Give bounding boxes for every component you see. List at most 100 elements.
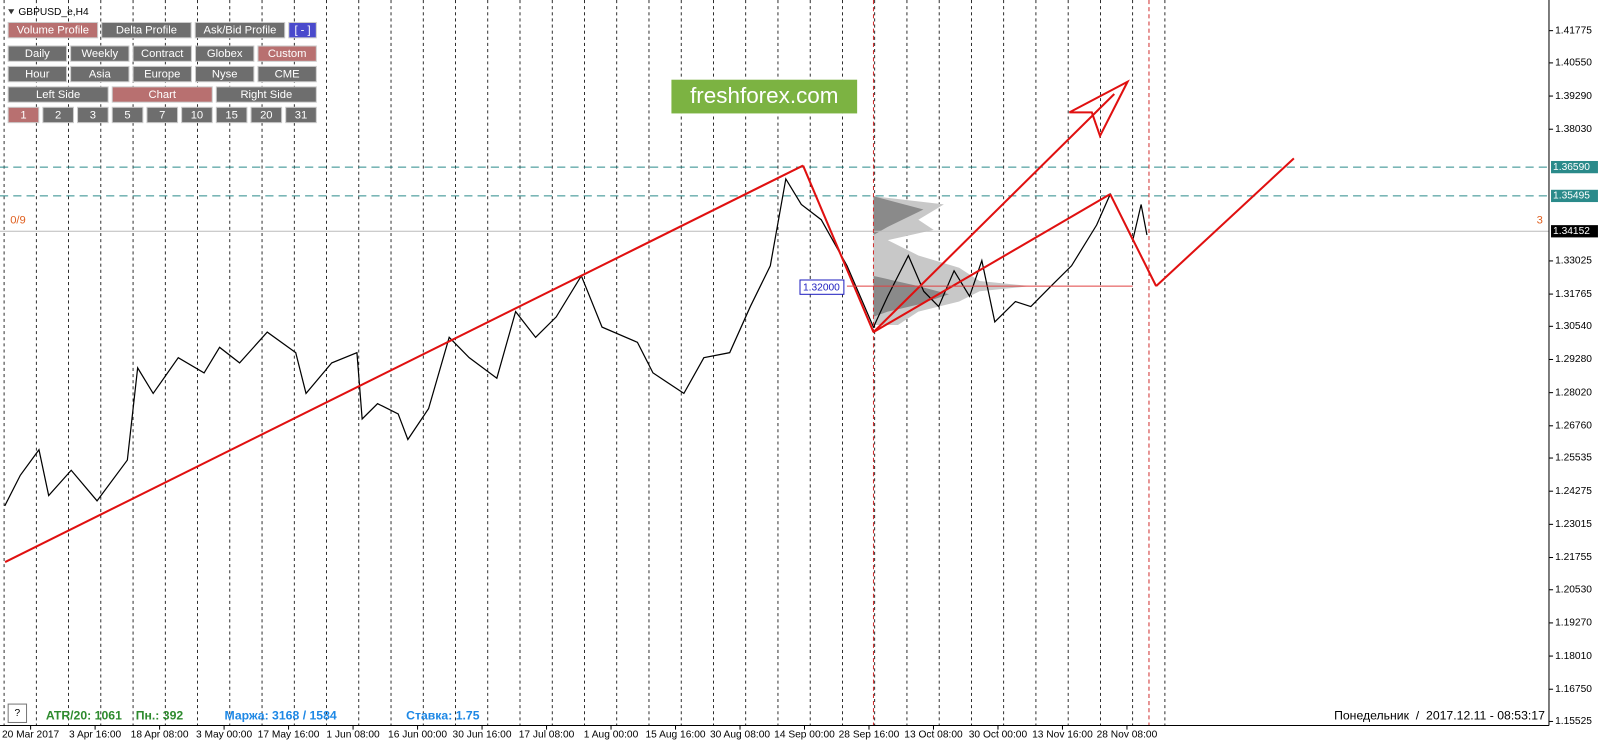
toolbar-button[interactable]: Contract <box>132 45 192 62</box>
plot <box>0 166 1549 507</box>
x-tick-label: 17 May 16:00 <box>258 729 320 740</box>
button-face[interactable] <box>181 106 213 124</box>
price-level-label: 1.36590 <box>1553 162 1590 173</box>
button-face[interactable] <box>77 106 109 124</box>
button-label[interactable]: Left Side <box>36 89 80 101</box>
button-face[interactable] <box>111 86 213 103</box>
button-face[interactable] <box>194 21 286 39</box>
x-tick-label: 30 Oct 00:00 <box>969 729 1028 740</box>
button-face[interactable] <box>288 21 317 39</box>
toolbar-button[interactable]: Nyse <box>195 65 255 83</box>
button-face[interactable] <box>195 45 255 62</box>
button-face[interactable] <box>195 65 255 83</box>
toolbar-button[interactable]: Ask/Bid Profile <box>194 21 286 39</box>
swap-rate: Ставка: 1.75 <box>406 709 480 723</box>
button-label[interactable]: 20 <box>260 109 272 121</box>
button-face[interactable] <box>215 86 317 103</box>
arrow-head <box>1068 79 1130 139</box>
x-tick-label: 30 Aug 08:00 <box>710 729 770 740</box>
help-button[interactable] <box>7 703 28 723</box>
button-label[interactable]: Ask/Bid Profile <box>204 25 277 37</box>
trend-line <box>4 164 804 563</box>
help-label[interactable]: ? <box>15 708 21 719</box>
button-label[interactable]: Custom <box>268 48 307 60</box>
button-label[interactable]: Nyse <box>212 69 238 81</box>
button-label[interactable]: Daily <box>25 48 50 60</box>
price-level-label: 1.34152 <box>1553 226 1590 237</box>
button-label[interactable]: Hour <box>25 69 50 81</box>
x-tick-label: 13 Oct 08:00 <box>904 729 963 740</box>
button-label[interactable]: 15 <box>225 109 237 121</box>
toolbar-button[interactable]: Chart <box>111 86 213 103</box>
button-face[interactable] <box>101 21 192 39</box>
x-tick-label: 28 Sep 16:00 <box>839 729 900 740</box>
toolbar-button[interactable]: 15 <box>215 106 248 124</box>
toolbar-button[interactable]: Daily <box>7 45 68 62</box>
button-face[interactable] <box>7 21 99 39</box>
toolbar-button[interactable]: 1 <box>7 106 40 124</box>
toolbar-button[interactable]: Globex <box>195 45 255 62</box>
counter-left: 0/9 <box>10 215 26 227</box>
button-label[interactable]: Contract <box>141 48 184 60</box>
button-face[interactable] <box>285 106 317 124</box>
button-label[interactable]: 3 <box>90 109 96 121</box>
button-face[interactable] <box>111 106 144 124</box>
toolbar-button[interactable]: Asia <box>70 65 130 83</box>
trend-line <box>802 165 875 333</box>
button-label[interactable]: [ - ] <box>294 25 310 37</box>
toolbar-button[interactable]: Volume Profile <box>7 21 99 39</box>
button-label[interactable]: Globex <box>207 48 243 60</box>
toolbar-button[interactable]: 7 <box>146 106 179 124</box>
menu-icon[interactable] <box>8 9 15 15</box>
toolbar-button[interactable]: Europe <box>132 65 192 83</box>
button-face[interactable] <box>132 65 192 83</box>
toolbar-button[interactable]: 31 <box>285 106 317 124</box>
x-tick-label: 15 Aug 16:00 <box>645 729 705 740</box>
button-label[interactable]: Europe <box>144 69 180 81</box>
button-label[interactable]: Weekly <box>82 48 119 60</box>
toolbar-button[interactable]: 20 <box>250 106 283 124</box>
trend-line <box>1155 157 1295 287</box>
x-tick-label: 1 Jun 08:00 <box>326 729 380 740</box>
button-face[interactable] <box>70 45 130 62</box>
button-face[interactable] <box>7 45 68 62</box>
button-face[interactable] <box>257 65 317 83</box>
button-label[interactable]: Volume Profile <box>17 25 89 37</box>
button-label[interactable]: 1 <box>20 109 26 121</box>
toolbar-button[interactable]: 3 <box>77 106 109 124</box>
toolbar-button[interactable]: Right Side <box>215 86 317 103</box>
button-label[interactable]: 7 <box>159 109 165 121</box>
button-label[interactable]: 10 <box>191 109 203 121</box>
button-label[interactable]: 5 <box>124 109 130 121</box>
button-label[interactable]: 2 <box>55 109 61 121</box>
toolbar-button[interactable]: 10 <box>181 106 213 124</box>
toolbar-button[interactable]: Hour <box>7 65 68 83</box>
x-tick-label: 13 Nov 16:00 <box>1032 729 1093 740</box>
toolbar-button[interactable]: [ - ] <box>288 21 317 39</box>
button-label[interactable]: CME <box>275 69 300 81</box>
button-face[interactable] <box>132 45 192 62</box>
button-label[interactable]: Asia <box>89 69 112 81</box>
toolbar-button[interactable]: 5 <box>111 106 144 124</box>
button-face[interactable] <box>7 86 109 103</box>
button-face[interactable] <box>215 106 248 124</box>
button-label[interactable]: 31 <box>295 109 307 121</box>
button-label[interactable]: Delta Profile <box>116 25 177 37</box>
button-label[interactable]: Chart <box>149 89 177 101</box>
button-face[interactable] <box>250 106 283 124</box>
button-face[interactable] <box>146 106 179 124</box>
button-face[interactable] <box>70 65 130 83</box>
button-face[interactable] <box>7 106 40 124</box>
toolbar-button[interactable]: Custom <box>257 45 317 62</box>
button-face[interactable] <box>42 106 74 124</box>
toolbar-button[interactable]: 2 <box>42 106 74 124</box>
button-face[interactable] <box>257 45 317 62</box>
toolbar-button[interactable]: Delta Profile <box>101 21 192 39</box>
toolbar-button[interactable]: Left Side <box>7 86 109 103</box>
toolbar-button[interactable]: CME <box>257 65 317 83</box>
level-tag: 1.32000 <box>803 282 840 293</box>
button-face[interactable] <box>7 65 68 83</box>
margin: Маржа: 3168 / 1584 <box>224 709 336 723</box>
button-label[interactable]: Right Side <box>240 89 292 101</box>
toolbar-button[interactable]: Weekly <box>70 45 130 62</box>
